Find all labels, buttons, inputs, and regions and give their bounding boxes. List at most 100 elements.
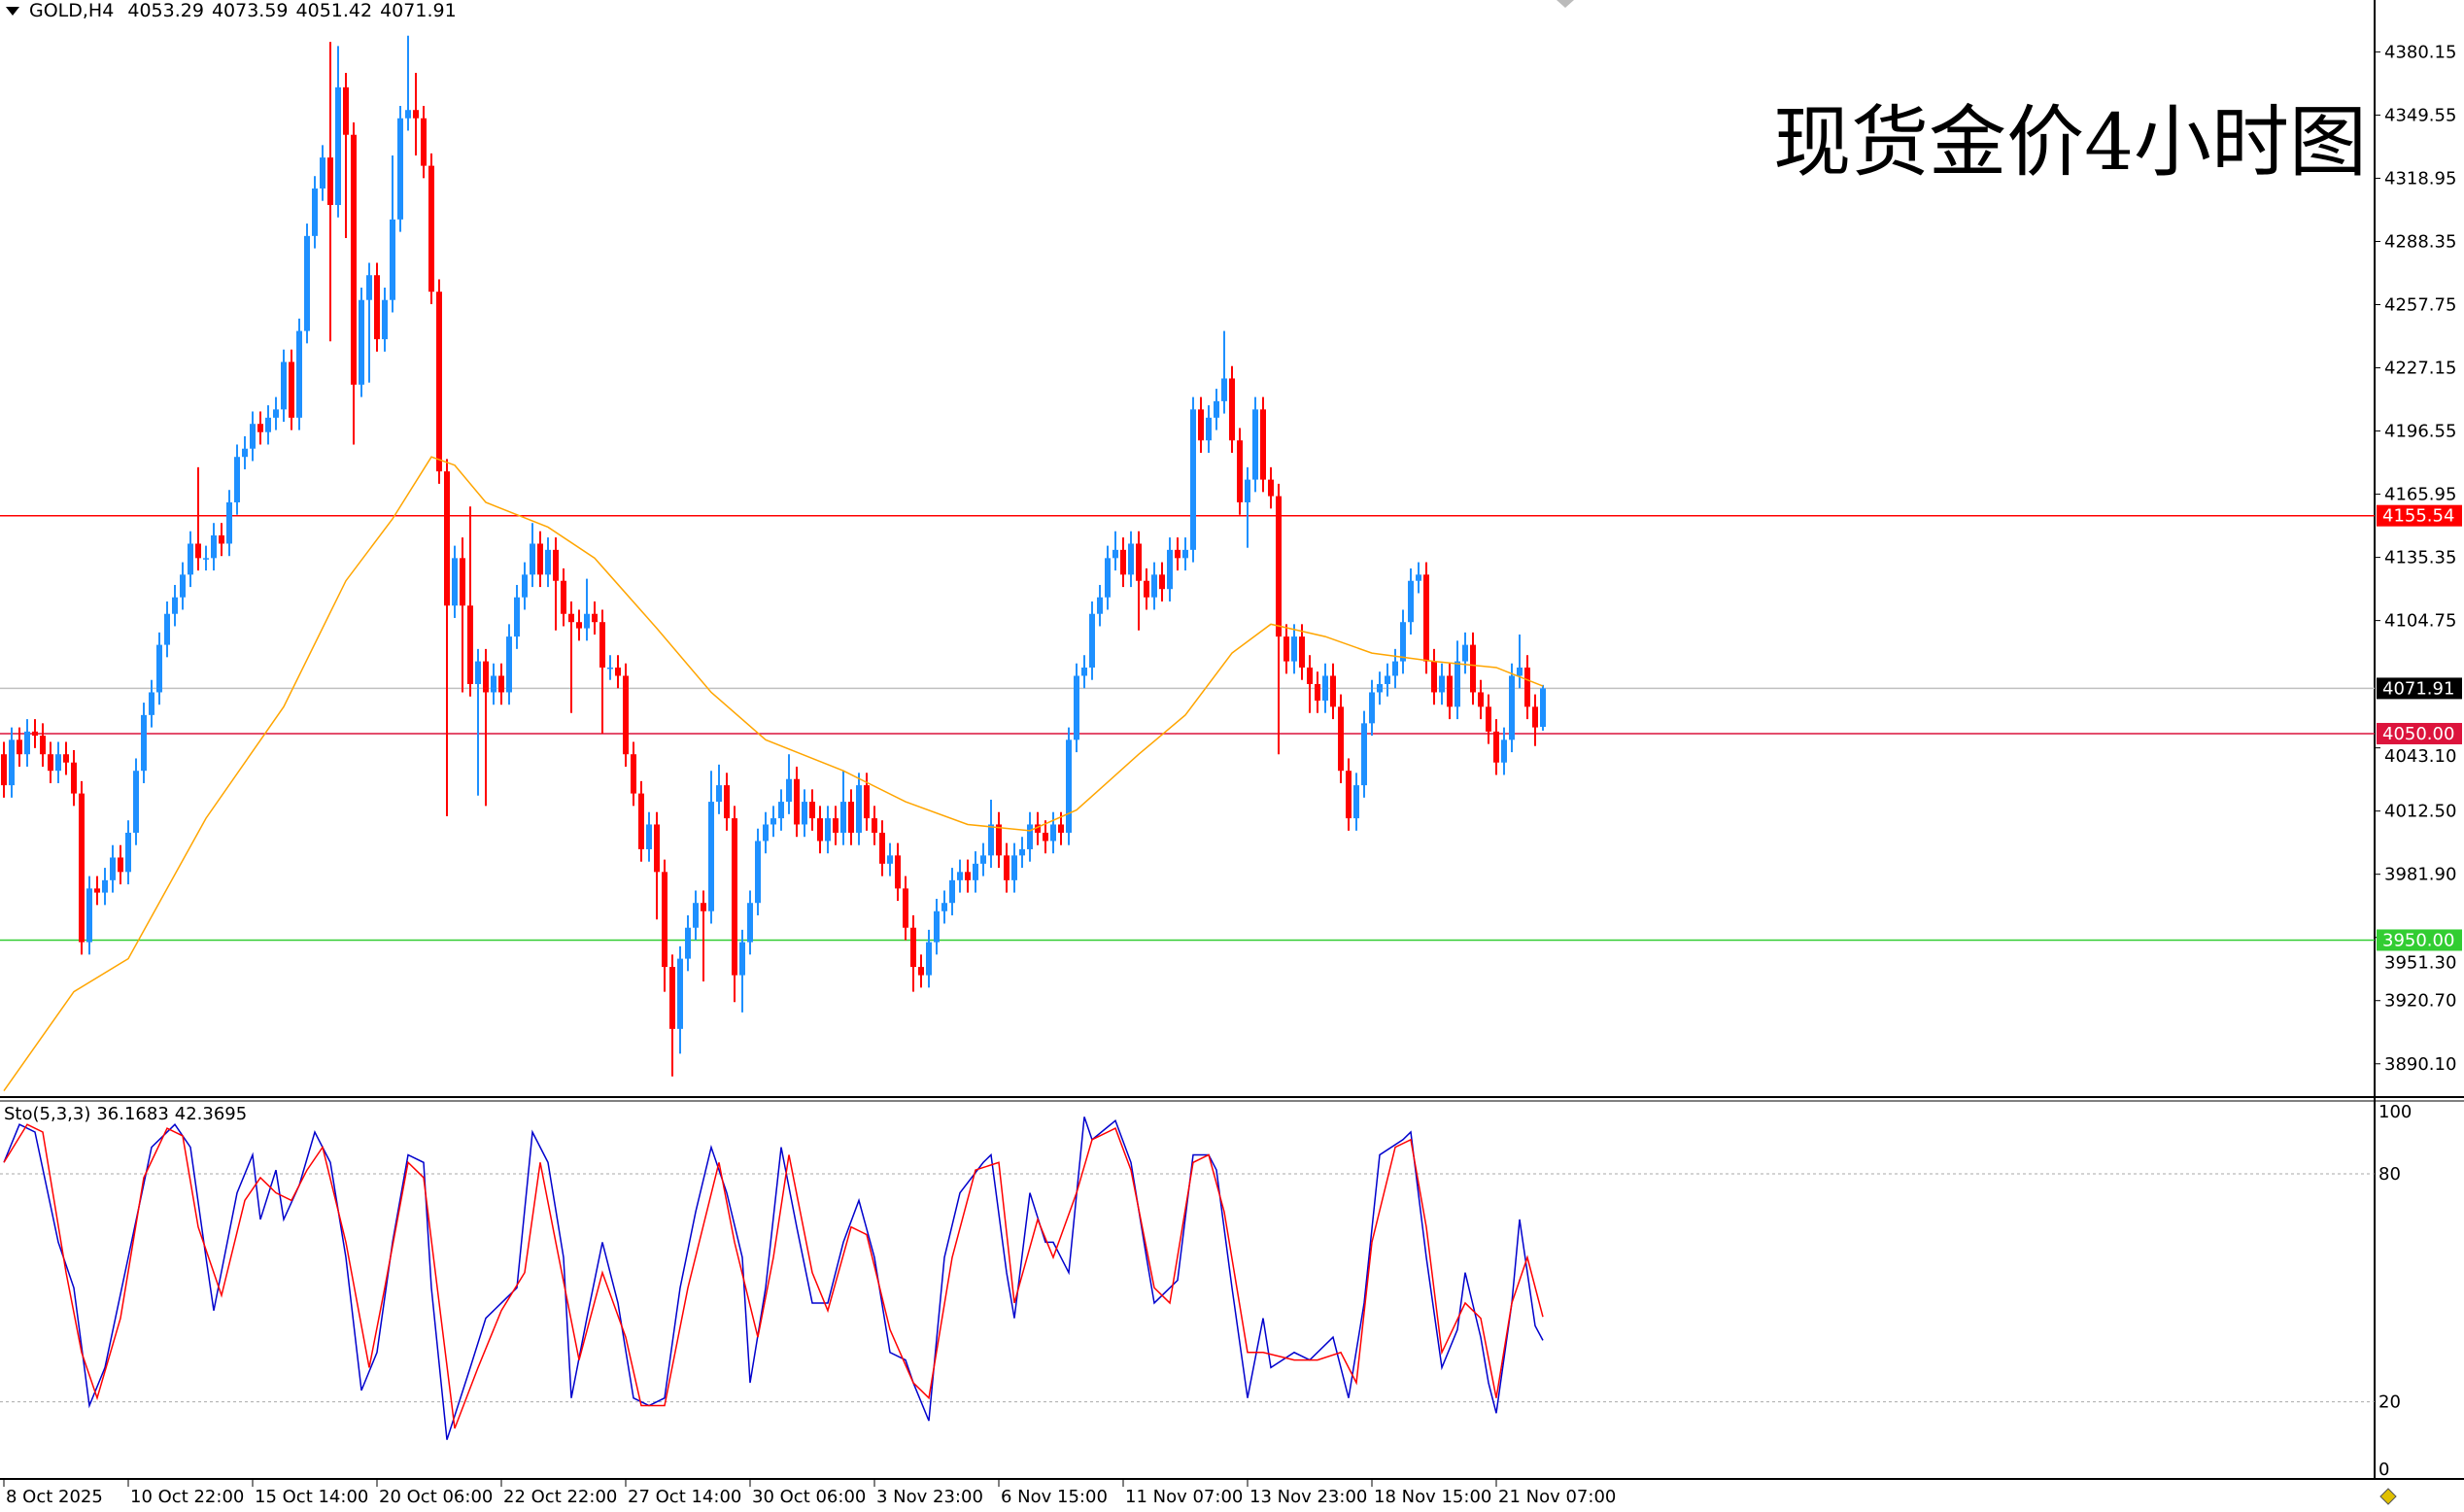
- price-level-badge: [2377, 504, 2462, 527]
- candle-bullish: [584, 613, 590, 629]
- candle-bearish: [537, 543, 543, 575]
- candle-bullish: [265, 417, 271, 432]
- stochastic-k-value: 36.1683: [96, 1104, 169, 1124]
- time-tick-label: 10 Oct 22:00: [130, 1487, 244, 1507]
- candle-bullish: [1291, 636, 1297, 662]
- candle-bearish: [1, 754, 7, 786]
- time-tick-label: 11 Nov 07:00: [1125, 1487, 1243, 1507]
- candle-bullish: [1385, 675, 1390, 684]
- candle-bullish: [1019, 848, 1025, 856]
- candle-bearish: [1229, 378, 1235, 441]
- candle-bullish: [778, 802, 784, 819]
- stochastic-tick-label: 80: [2378, 1164, 2401, 1185]
- time-tick-label: 21 Nov 07:00: [1498, 1487, 1616, 1507]
- candle-bearish: [996, 824, 1002, 856]
- candle-bearish: [1524, 667, 1530, 707]
- price-tick-label: 4227.15: [2384, 359, 2456, 379]
- candle-bearish: [118, 857, 123, 873]
- candle-bullish: [1081, 667, 1087, 676]
- candle-bullish: [677, 958, 683, 1029]
- candle-bearish: [79, 793, 85, 943]
- moving-average-line: [3, 456, 1544, 1092]
- candle-bearish: [1276, 496, 1282, 637]
- time-tick-label: 20 Oct 06:00: [379, 1487, 493, 1507]
- candle-bearish: [701, 903, 706, 911]
- price-tick-label: 4318.95: [2384, 168, 2456, 189]
- time-tick-label: 13 Nov 23:00: [1249, 1487, 1367, 1507]
- candle-bearish: [623, 675, 629, 755]
- candle-bullish: [763, 824, 769, 842]
- candle-bearish: [1532, 706, 1538, 728]
- price-tick-label: 3951.30: [2384, 952, 2456, 973]
- candle-bullish: [957, 872, 963, 880]
- candle-bullish: [1462, 644, 1468, 662]
- candle-bearish: [48, 754, 53, 772]
- candle-bullish: [1128, 543, 1134, 575]
- candle-bullish: [506, 636, 512, 693]
- candle-bullish: [312, 188, 318, 236]
- candle-bearish: [872, 818, 877, 833]
- candle-bullish: [1439, 675, 1445, 693]
- chart-shift-marker-icon: [1557, 0, 1574, 8]
- price-tick-label: 4165.95: [2384, 485, 2456, 505]
- candle-bullish: [405, 110, 411, 119]
- candle-bullish: [452, 558, 458, 606]
- candle-bullish: [1322, 675, 1328, 701]
- candle-bullish: [1190, 409, 1196, 550]
- candle-bullish: [708, 802, 714, 911]
- candle-bullish: [825, 818, 831, 842]
- candle-bullish: [24, 731, 30, 755]
- candle-bearish: [195, 543, 201, 559]
- candle-bearish: [498, 675, 504, 693]
- price-level-label: 4155.54: [2382, 506, 2454, 527]
- caret-down-icon[interactable]: [6, 7, 19, 16]
- candle-bullish: [320, 157, 325, 189]
- candle-bearish: [32, 731, 38, 737]
- candle-bullish: [1221, 378, 1227, 401]
- candle-bullish: [887, 855, 893, 864]
- ohlc-open: 4053.29: [127, 0, 204, 21]
- candle-bullish: [164, 613, 170, 645]
- price-tick-label: 4135.35: [2384, 548, 2456, 568]
- candle-bullish: [1097, 597, 1103, 614]
- candle-bullish: [188, 543, 193, 575]
- price-level-label: 4071.91: [2382, 678, 2454, 699]
- candle-bearish: [327, 157, 333, 205]
- candle-bearish: [1423, 574, 1429, 662]
- candle-bullish: [475, 661, 481, 684]
- stochastic-k-line: [3, 1117, 1544, 1440]
- stochastic-name: Sto(5,3,3): [4, 1104, 91, 1124]
- candle-bearish: [257, 424, 263, 432]
- candle-bullish: [149, 692, 154, 715]
- candle-bearish: [561, 580, 566, 614]
- candle-bearish: [848, 802, 854, 833]
- candle-bullish: [856, 785, 862, 833]
- candle-bearish: [903, 888, 908, 928]
- candle-bearish: [895, 855, 901, 889]
- candle-bearish: [1136, 543, 1142, 581]
- candle-bearish: [1260, 409, 1266, 480]
- candle-bearish: [724, 785, 730, 819]
- price-tick-label: 4349.55: [2384, 105, 2456, 125]
- stochastic-label: Sto(5,3,3) 36.1683 42.3695: [4, 1104, 253, 1124]
- candle-bearish: [444, 471, 450, 606]
- candle-bullish: [1369, 692, 1375, 724]
- candle-bearish: [592, 613, 598, 623]
- candle-bullish: [1214, 400, 1219, 418]
- candle-bullish: [110, 857, 116, 880]
- candle-bullish: [1089, 613, 1095, 668]
- candle-bullish: [786, 778, 792, 803]
- candle-bearish: [1307, 667, 1313, 684]
- price-tick-label: 3920.70: [2384, 991, 2456, 1012]
- ohlc-low: 4051.42: [295, 0, 373, 21]
- candle-bullish: [1066, 739, 1072, 833]
- time-tick-label: 18 Nov 15:00: [1374, 1487, 1491, 1507]
- candle-bearish: [833, 818, 838, 833]
- stochastic-d-value: 42.3695: [174, 1104, 248, 1124]
- candle-bullish: [1416, 574, 1421, 581]
- candle-bearish: [1338, 706, 1344, 772]
- candle-bearish: [1346, 771, 1352, 819]
- ohlc-close: 4071.91: [380, 0, 457, 21]
- candle-bullish: [86, 888, 92, 943]
